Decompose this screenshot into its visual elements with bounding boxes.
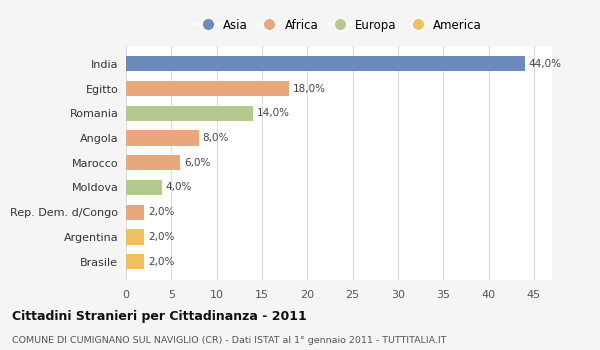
Bar bbox=[126, 81, 289, 96]
Text: COMUNE DI CUMIGNANO SUL NAVIGLIO (CR) - Dati ISTAT al 1° gennaio 2011 - TUTTITAL: COMUNE DI CUMIGNANO SUL NAVIGLIO (CR) - … bbox=[12, 336, 446, 345]
Bar bbox=[126, 155, 181, 170]
Text: 18,0%: 18,0% bbox=[293, 84, 326, 93]
Text: 2,0%: 2,0% bbox=[148, 207, 174, 217]
Text: 8,0%: 8,0% bbox=[202, 133, 229, 143]
Bar bbox=[126, 56, 525, 71]
Text: 6,0%: 6,0% bbox=[184, 158, 211, 168]
Bar bbox=[126, 180, 162, 195]
Bar bbox=[126, 254, 144, 270]
Text: 44,0%: 44,0% bbox=[529, 59, 562, 69]
Bar bbox=[126, 130, 199, 146]
Text: 14,0%: 14,0% bbox=[257, 108, 290, 118]
Legend: Asia, Africa, Europa, America: Asia, Africa, Europa, America bbox=[191, 14, 487, 36]
Text: 2,0%: 2,0% bbox=[148, 257, 174, 267]
Bar bbox=[126, 106, 253, 121]
Bar bbox=[126, 204, 144, 220]
Text: 4,0%: 4,0% bbox=[166, 182, 192, 192]
Text: 2,0%: 2,0% bbox=[148, 232, 174, 242]
Text: Cittadini Stranieri per Cittadinanza - 2011: Cittadini Stranieri per Cittadinanza - 2… bbox=[12, 310, 307, 323]
Bar bbox=[126, 229, 144, 245]
